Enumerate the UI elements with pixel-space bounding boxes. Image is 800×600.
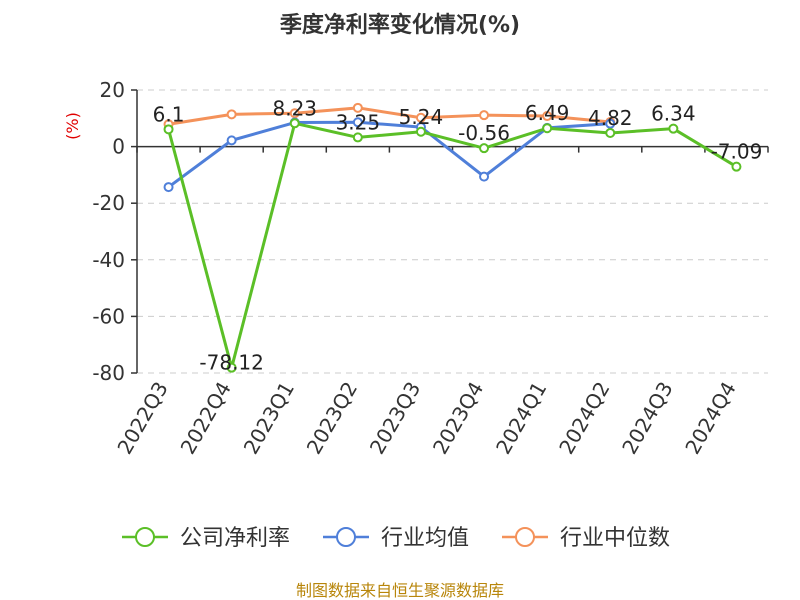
y-axis-unit: (%) — [63, 112, 82, 140]
legend-swatch-marker — [515, 527, 535, 547]
y-tick-label: 20 — [100, 78, 125, 102]
data-point — [668, 123, 679, 134]
x-tick-label: 2024Q1 — [491, 378, 551, 459]
data-label: -7.09 — [711, 140, 763, 164]
data-label: 3.25 — [336, 110, 381, 134]
data-point — [542, 123, 553, 134]
data-point — [605, 118, 616, 129]
x-tick-label: 2023Q2 — [302, 378, 362, 459]
data-point — [479, 143, 490, 154]
legend: 公司净利率 行业均值 行业中位数 — [122, 526, 670, 551]
x-tick-label: 2022Q4 — [176, 378, 236, 459]
x-tick-label: 2022Q3 — [112, 378, 172, 459]
data-point — [352, 102, 363, 113]
y-tick-label: -20 — [92, 191, 125, 215]
legend-entry: 公司净利率 — [180, 526, 290, 551]
y-tick-labels: 20 0 -20 -40 -60 -80 — [92, 78, 125, 385]
legend-swatch-marker — [135, 527, 155, 547]
x-tick-labels: 2022Q3 2022Q4 2023Q1 2023Q2 2023Q3 2023Q4 2024… — [112, 378, 740, 459]
data-point — [415, 112, 426, 123]
data-point — [163, 124, 174, 135]
data-point — [479, 171, 490, 182]
y-tick-label: -60 — [92, 304, 125, 328]
x-tick-label: 2023Q3 — [365, 378, 425, 459]
data-label: 4.82 — [588, 106, 633, 130]
data-point — [352, 132, 363, 143]
legend-entry: 行业均值 — [381, 526, 469, 551]
data-point — [289, 118, 300, 129]
data-label: 5.24 — [399, 105, 444, 129]
series-line — [167, 121, 738, 370]
series-line — [168, 106, 611, 126]
data-point — [289, 108, 300, 119]
y-tick-label: -80 — [92, 361, 125, 385]
data-label: 8.23 — [272, 96, 317, 120]
source-note: 制图数据来自恒生聚源数据库 — [296, 581, 504, 600]
data-label: -0.56 — [458, 121, 510, 145]
data-label: 6.34 — [651, 102, 696, 126]
data-label: -78.12 — [199, 351, 263, 375]
data-point — [605, 127, 616, 138]
data-labels: 6.1 -78.12 8.23 3.25 5.24 -0.56 6.49 4.82 6.34 -7… — [153, 96, 763, 374]
y-tick-label: 0 — [112, 135, 125, 159]
x-tick-label: 2023Q4 — [428, 378, 488, 459]
chart-title: 季度净利率变化情况(%) — [280, 12, 520, 38]
data-label: 6.49 — [525, 101, 570, 125]
data-point — [352, 117, 363, 128]
series-line — [167, 120, 611, 189]
data-point — [226, 135, 237, 146]
x-tick-label: 2023Q1 — [239, 378, 299, 459]
series-lines — [163, 102, 742, 373]
data-point — [479, 110, 490, 121]
data-point — [226, 109, 237, 120]
data-point — [542, 111, 553, 122]
legend-swatch-marker — [336, 527, 356, 547]
x-tick-label: 2024Q2 — [554, 378, 614, 459]
data-point — [731, 161, 742, 172]
legend-entry: 行业中位数 — [560, 526, 670, 551]
data-label: 6.1 — [153, 102, 185, 126]
y-tick-label: -40 — [92, 248, 125, 272]
x-tick-label: 2024Q3 — [617, 378, 677, 459]
data-point — [226, 362, 237, 373]
data-point — [163, 182, 174, 193]
data-point — [415, 126, 426, 137]
x-tick-label: 2024Q4 — [680, 378, 740, 459]
